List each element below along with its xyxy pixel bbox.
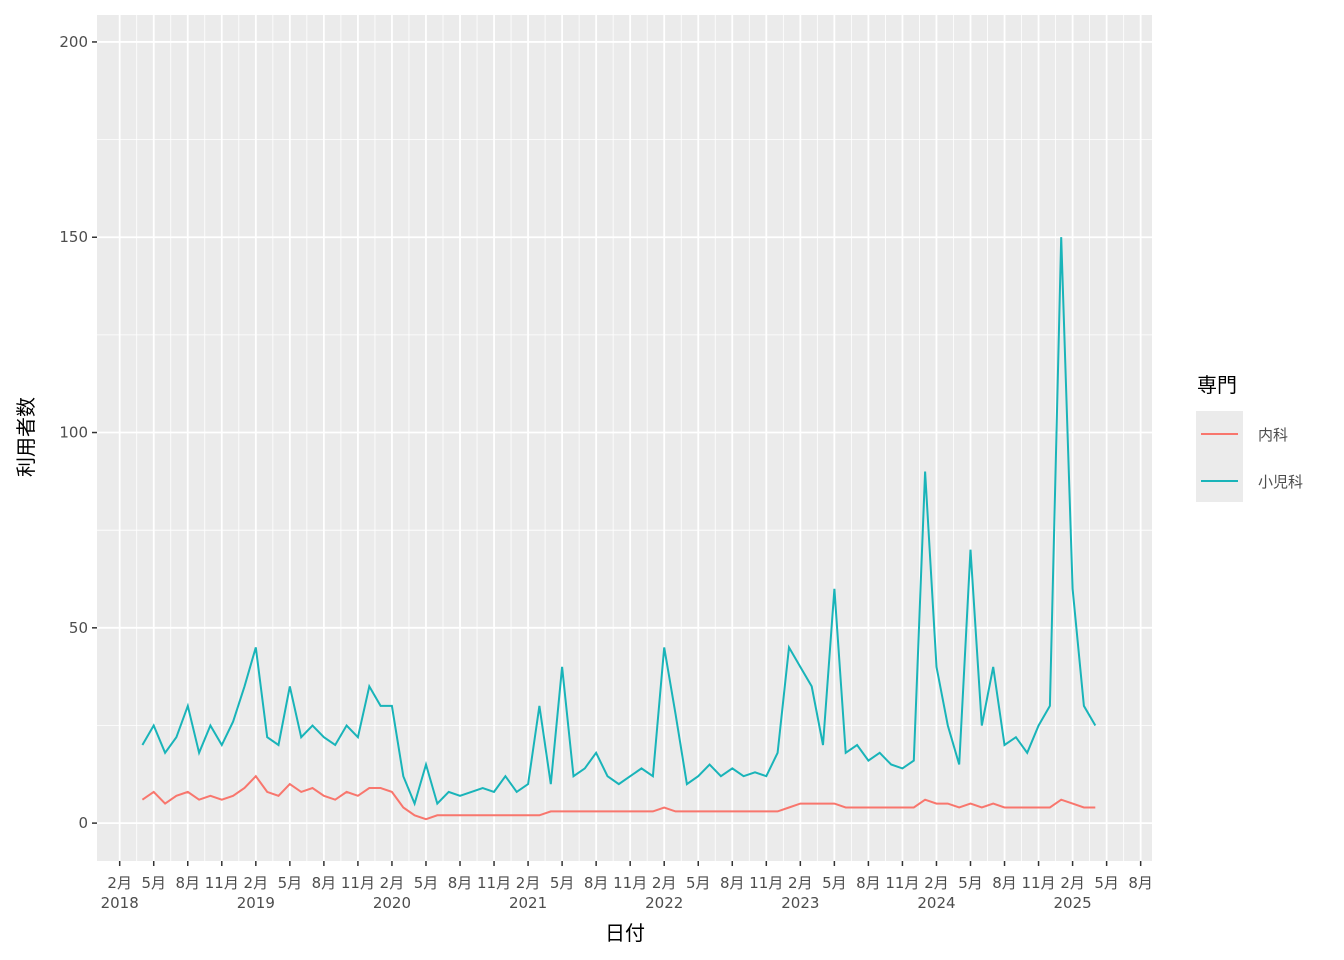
y-tick-label: 0 (78, 814, 88, 832)
legend-title: 専門 (1197, 373, 1237, 397)
x-tick-label: 5月 (278, 874, 303, 892)
series-line (141, 774, 1096, 821)
x-tick-label: 8月 (175, 874, 200, 892)
x-tick-label: 11月 (1022, 874, 1056, 892)
x-tick-label: 5月 (141, 874, 166, 892)
x-tick-label: 5月 (686, 874, 711, 892)
x-tick-label: 11月 (749, 874, 783, 892)
legend-key-bg (1196, 411, 1243, 502)
x-tick-label: 8月 (856, 874, 881, 892)
x-tick-label: 2月 2021 (509, 874, 547, 912)
x-tick-label: 2月 2019 (237, 874, 275, 912)
x-tick-label: 11月 (613, 874, 647, 892)
x-tick-label: 2月 2020 (373, 874, 411, 912)
x-tick-label: 2月 2025 (1053, 874, 1091, 912)
x-tick-label: 2月 2022 (645, 874, 683, 912)
x-tick-label: 5月 (550, 874, 575, 892)
x-tick-label: 11月 (477, 874, 511, 892)
x-tick-label: 2月 2023 (781, 874, 819, 912)
x-tick-label: 11月 (341, 874, 375, 892)
x-tick-label: 5月 (958, 874, 983, 892)
x-tick-label: 11月 (885, 874, 919, 892)
legend-label: 内科 (1258, 426, 1288, 444)
y-tick-label: 200 (59, 33, 88, 51)
x-tick-label: 8月 (720, 874, 745, 892)
x-tick-label: 8月 (584, 874, 609, 892)
x-axis-title: 日付 (605, 921, 645, 945)
x-tick-label: 8月 (1128, 874, 1153, 892)
y-tick-label: 50 (69, 619, 88, 637)
y-tick-label: 150 (59, 228, 88, 246)
series-line (141, 237, 1097, 807)
x-tick-label: 2月 2024 (917, 874, 955, 912)
x-tick-label: 11月 (205, 874, 239, 892)
legend-label: 小児科 (1258, 473, 1303, 491)
x-tick-label: 5月 (822, 874, 847, 892)
y-tick-label: 100 (59, 424, 88, 442)
x-tick-label: 8月 (312, 874, 337, 892)
x-tick-label: 5月 (1094, 874, 1119, 892)
y-axis-title: 利用者数 (14, 397, 38, 477)
x-tick-label: 8月 (448, 874, 473, 892)
x-tick-label: 5月 (414, 874, 439, 892)
x-tick-label: 2月 2018 (101, 874, 139, 912)
x-tick-label: 8月 (992, 874, 1017, 892)
